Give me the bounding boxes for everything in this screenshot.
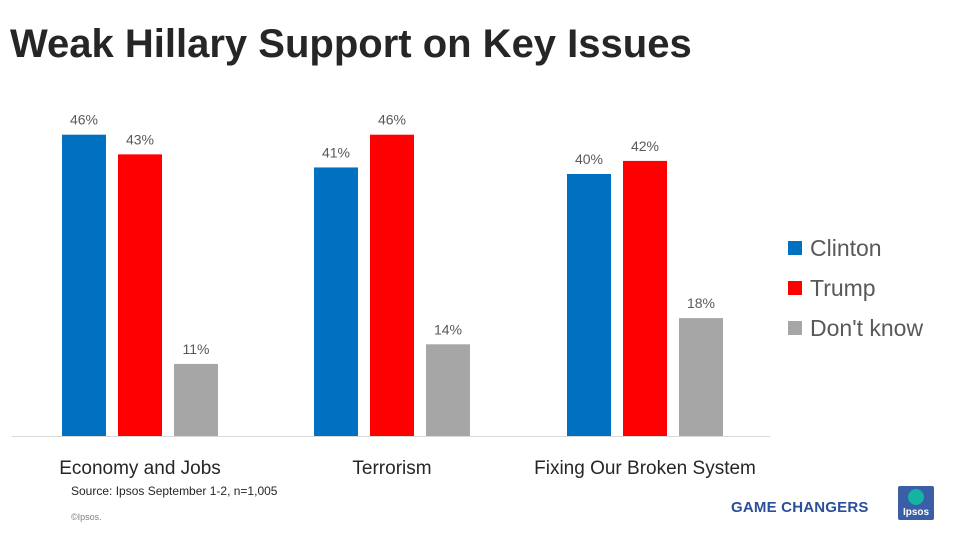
x-tick-label-terrorism: Terrorism (352, 458, 431, 479)
data-label-clinton-fixing-our-broken-system: 40% (575, 151, 603, 167)
data-label-trump-economy-and-jobs: 43% (126, 131, 154, 147)
game-changers-tagline: GAME CHANGERS (731, 499, 869, 516)
legend-label-dont-know: Don't know (810, 314, 924, 341)
bar-clinton-terrorism (314, 167, 358, 436)
data-label-don-t-know-fixing-our-broken-system: 18% (687, 295, 715, 311)
data-label-clinton-terrorism: 41% (322, 144, 350, 160)
chart-legend: Clinton Trump Don't know (788, 228, 923, 348)
bar-trump-terrorism (370, 134, 414, 436)
x-tick-label-fixing-our-broken-system: Fixing Our Broken System (534, 458, 756, 479)
legend-item-dont-know: Don't know (788, 308, 923, 348)
legend-swatch-clinton (788, 241, 802, 255)
bar-clinton-fixing-our-broken-system (567, 174, 611, 436)
legend-label-trump: Trump (810, 274, 876, 301)
data-label-don-t-know-economy-and-jobs: 11% (183, 341, 210, 357)
bar-don-t-know-economy-and-jobs (174, 363, 218, 436)
data-label-trump-terrorism: 46% (378, 112, 406, 128)
chart-title: Weak Hillary Support on Key Issues (10, 22, 692, 66)
ipsos-logo-text: Ipsos (902, 507, 930, 518)
bar-clinton-economy-and-jobs (62, 134, 106, 436)
copyright-note: ©Ipsos. (71, 512, 102, 522)
legend-swatch-trump (788, 281, 802, 295)
x-tick-label-economy-and-jobs: Economy and Jobs (59, 458, 221, 479)
bar-don-t-know-terrorism (426, 344, 470, 436)
bar-trump-fixing-our-broken-system (623, 160, 667, 436)
ipsos-logo: Ipsos (898, 486, 934, 520)
data-label-don-t-know-terrorism: 14% (434, 321, 462, 337)
legend-item-trump: Trump (788, 268, 923, 308)
source-note: Source: Ipsos September 1-2, n=1,005 (71, 484, 278, 498)
legend-item-clinton: Clinton (788, 228, 923, 268)
data-label-trump-fixing-our-broken-system: 42% (631, 138, 659, 154)
legend-swatch-dont-know (788, 321, 802, 335)
ipsos-logo-mark (908, 489, 924, 505)
bar-don-t-know-fixing-our-broken-system (679, 318, 723, 436)
bar-trump-economy-and-jobs (118, 154, 162, 436)
data-label-clinton-economy-and-jobs: 46% (70, 112, 98, 128)
legend-label-clinton: Clinton (810, 234, 882, 261)
